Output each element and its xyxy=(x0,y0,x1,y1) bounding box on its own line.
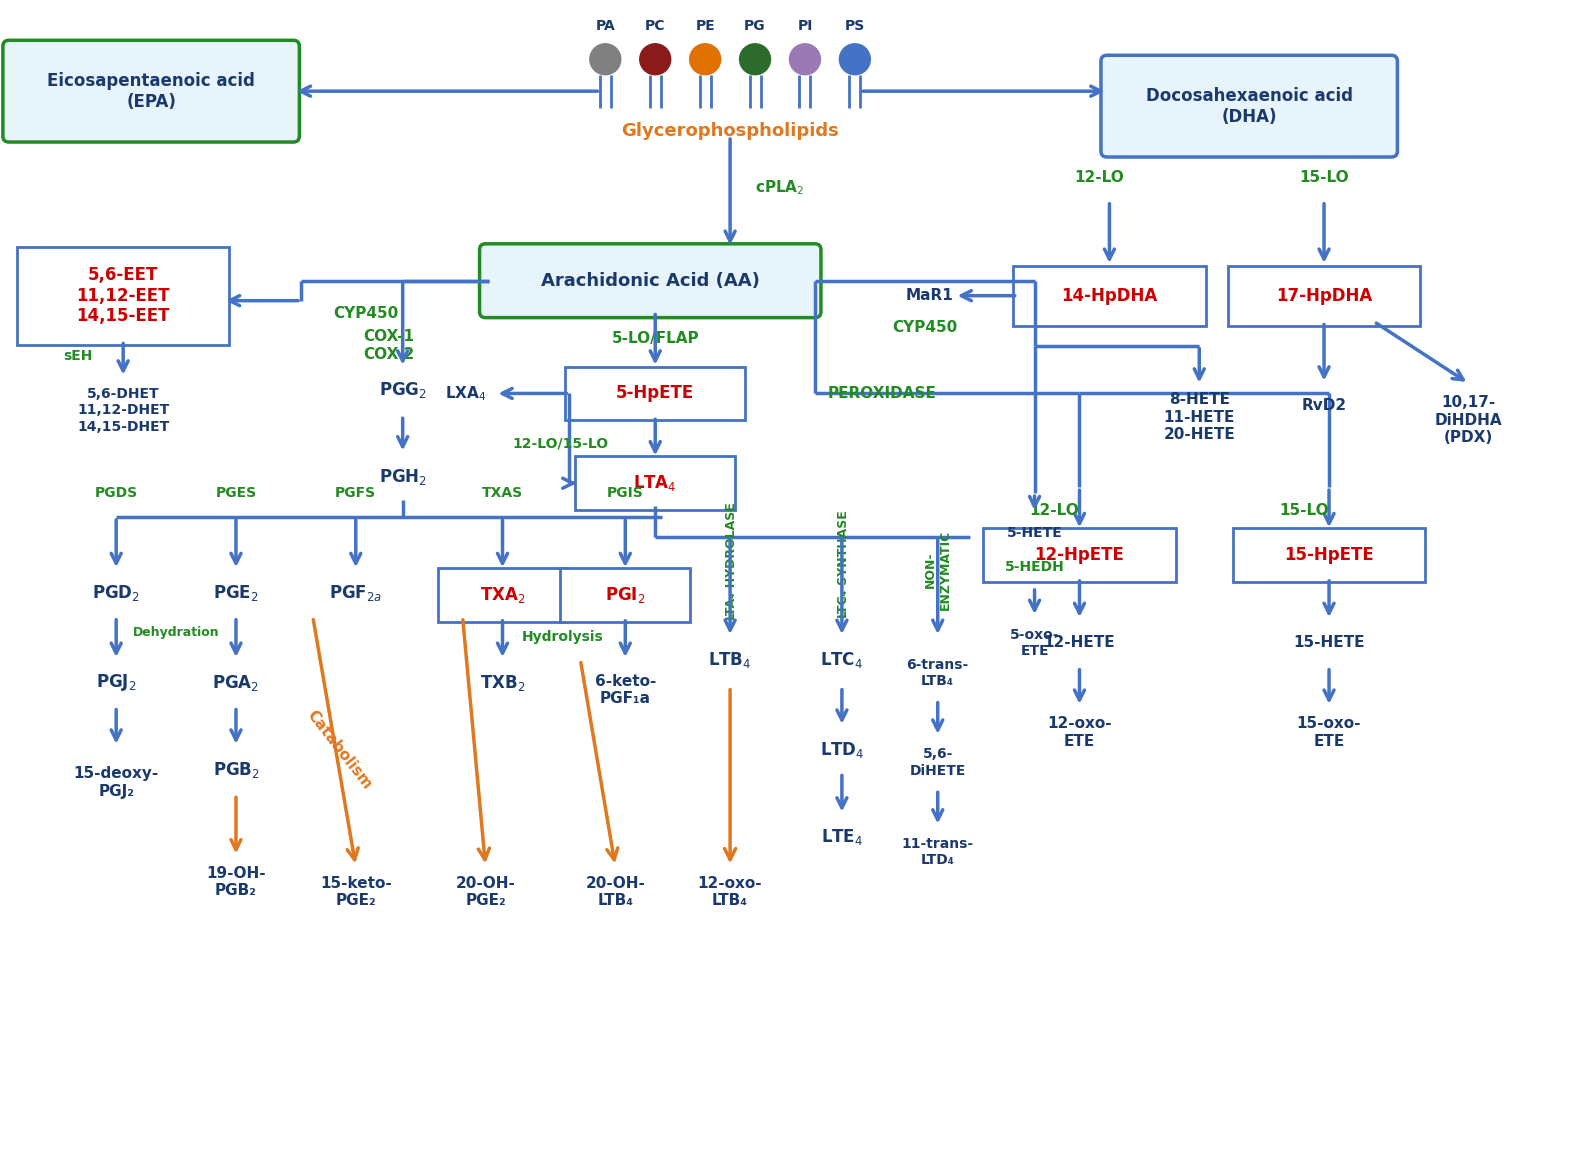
Text: Docosahexaenoic acid
(DHA): Docosahexaenoic acid (DHA) xyxy=(1145,87,1353,126)
Text: PGE$_2$: PGE$_2$ xyxy=(213,583,258,603)
Text: 15-LO: 15-LO xyxy=(1299,171,1348,186)
Text: PI: PI xyxy=(797,20,813,33)
Text: PGES: PGES xyxy=(216,486,257,500)
Text: Hydrolysis: Hydrolysis xyxy=(521,629,603,643)
Text: 12-LO: 12-LO xyxy=(1030,502,1079,517)
Text: CYP450: CYP450 xyxy=(334,306,398,321)
Text: 12-oxo-
LTB₄: 12-oxo- LTB₄ xyxy=(698,875,762,909)
Text: NON-
ENZYMATIC: NON- ENZYMATIC xyxy=(923,530,951,610)
Text: 12-LO/15-LO: 12-LO/15-LO xyxy=(512,437,608,450)
Text: PGI$_2$: PGI$_2$ xyxy=(605,584,646,605)
Text: 15-HETE: 15-HETE xyxy=(1293,635,1366,650)
Text: cPLA$_2$: cPLA$_2$ xyxy=(754,179,805,198)
Text: Catabolism: Catabolism xyxy=(304,707,375,792)
Text: 6-trans-
LTB₄: 6-trans- LTB₄ xyxy=(907,657,969,688)
Text: LTC$_4$: LTC$_4$ xyxy=(821,650,863,670)
Text: LXA$_4$: LXA$_4$ xyxy=(444,385,487,403)
Text: LTA₄-HYDROLASE: LTA₄-HYDROLASE xyxy=(723,500,737,619)
FancyBboxPatch shape xyxy=(3,40,299,142)
Text: LTC₄-SYNTHASE: LTC₄-SYNTHASE xyxy=(835,508,849,618)
FancyBboxPatch shape xyxy=(983,528,1177,582)
FancyBboxPatch shape xyxy=(1233,528,1425,582)
Text: 12-LO: 12-LO xyxy=(1074,171,1125,186)
Text: TXA$_2$: TXA$_2$ xyxy=(480,584,524,605)
Text: sEH: sEH xyxy=(63,349,93,363)
Text: LTD$_4$: LTD$_4$ xyxy=(819,739,865,760)
FancyBboxPatch shape xyxy=(17,247,230,344)
Text: PGB$_2$: PGB$_2$ xyxy=(213,760,260,780)
Text: LTB$_4$: LTB$_4$ xyxy=(709,650,751,670)
Text: 8-HETE
11-HETE
20-HETE: 8-HETE 11-HETE 20-HETE xyxy=(1164,393,1235,442)
Text: 15-oxo-
ETE: 15-oxo- ETE xyxy=(1296,716,1361,748)
Text: 11-trans-
LTD₄: 11-trans- LTD₄ xyxy=(901,837,973,867)
Text: 5,6-EET
11,12-EET
14,15-EET: 5,6-EET 11,12-EET 14,15-EET xyxy=(77,266,170,326)
Text: 17-HpDHA: 17-HpDHA xyxy=(1276,286,1372,305)
Text: 5,6-DHET
11,12-DHET
14,15-DHET: 5,6-DHET 11,12-DHET 14,15-DHET xyxy=(77,387,169,433)
FancyBboxPatch shape xyxy=(438,568,567,621)
Text: PGG$_2$: PGG$_2$ xyxy=(378,380,427,401)
Text: PGIS: PGIS xyxy=(606,486,644,500)
Text: PGDS: PGDS xyxy=(94,486,137,500)
FancyBboxPatch shape xyxy=(1228,266,1421,326)
Text: 12-HpETE: 12-HpETE xyxy=(1035,546,1125,564)
Text: 19-OH-
PGB₂: 19-OH- PGB₂ xyxy=(206,866,266,899)
Text: 5-LO/FLAP: 5-LO/FLAP xyxy=(611,331,699,346)
Text: PGF$_{2a}$: PGF$_{2a}$ xyxy=(329,583,383,603)
Circle shape xyxy=(690,44,721,75)
FancyBboxPatch shape xyxy=(1013,266,1206,326)
Text: MaR1: MaR1 xyxy=(906,289,953,303)
Text: Arachidonic Acid (AA): Arachidonic Acid (AA) xyxy=(540,271,759,290)
Text: 14-HpDHA: 14-HpDHA xyxy=(1062,286,1158,305)
Text: PEROXIDASE: PEROXIDASE xyxy=(828,386,937,401)
Text: 5-HEDH: 5-HEDH xyxy=(1005,560,1065,574)
Text: PGJ$_2$: PGJ$_2$ xyxy=(96,672,137,693)
Text: Glycerophospholipids: Glycerophospholipids xyxy=(621,122,839,140)
Text: 15-keto-
PGE₂: 15-keto- PGE₂ xyxy=(320,875,392,909)
Text: RvD2: RvD2 xyxy=(1301,398,1347,413)
Text: 12-oxo-
ETE: 12-oxo- ETE xyxy=(1047,716,1112,748)
Text: 12-HETE: 12-HETE xyxy=(1044,635,1115,650)
FancyBboxPatch shape xyxy=(561,568,690,621)
Text: 20-OH-
PGE₂: 20-OH- PGE₂ xyxy=(455,875,515,909)
Text: 5-HpETE: 5-HpETE xyxy=(616,385,695,402)
Circle shape xyxy=(789,44,821,75)
Text: 15-LO: 15-LO xyxy=(1279,502,1329,517)
Text: COX-1
COX-2: COX-1 COX-2 xyxy=(364,329,414,362)
Text: PGFS: PGFS xyxy=(335,486,376,500)
Text: 6-keto-
PGF₁a: 6-keto- PGF₁a xyxy=(595,673,655,706)
Text: PG: PG xyxy=(745,20,765,33)
Text: CYP450: CYP450 xyxy=(891,320,958,335)
Text: 5-oxo-
ETE: 5-oxo- ETE xyxy=(1010,627,1060,658)
Circle shape xyxy=(740,44,770,75)
FancyBboxPatch shape xyxy=(479,244,821,318)
Circle shape xyxy=(639,44,671,75)
Text: 5-HETE: 5-HETE xyxy=(1006,527,1063,541)
Circle shape xyxy=(839,44,871,75)
Text: 5,6-
DiHETE: 5,6- DiHETE xyxy=(909,747,965,777)
Circle shape xyxy=(591,44,621,75)
Text: PGD$_2$: PGD$_2$ xyxy=(93,583,140,603)
FancyBboxPatch shape xyxy=(565,366,745,420)
Text: 15-HpETE: 15-HpETE xyxy=(1284,546,1373,564)
Text: PGH$_2$: PGH$_2$ xyxy=(378,468,427,487)
Text: PC: PC xyxy=(646,20,666,33)
Text: LTA$_4$: LTA$_4$ xyxy=(633,474,677,493)
FancyBboxPatch shape xyxy=(1101,55,1397,157)
Text: TXAS: TXAS xyxy=(482,486,523,500)
Text: TXB$_2$: TXB$_2$ xyxy=(480,672,524,693)
Text: LTE$_4$: LTE$_4$ xyxy=(821,827,863,848)
Text: PGA$_2$: PGA$_2$ xyxy=(213,672,260,693)
Text: 15-deoxy-
PGJ₂: 15-deoxy- PGJ₂ xyxy=(74,766,159,799)
Text: 10,17-
DiHDHA
(PDX): 10,17- DiHDHA (PDX) xyxy=(1435,395,1503,446)
Text: Eicosapentaenoic acid
(EPA): Eicosapentaenoic acid (EPA) xyxy=(47,72,255,111)
Text: 20-OH-
LTB₄: 20-OH- LTB₄ xyxy=(586,875,646,909)
Text: PS: PS xyxy=(844,20,865,33)
Text: Dehydration: Dehydration xyxy=(132,626,219,640)
Text: PA: PA xyxy=(595,20,616,33)
Text: PE: PE xyxy=(695,20,715,33)
FancyBboxPatch shape xyxy=(575,456,736,511)
